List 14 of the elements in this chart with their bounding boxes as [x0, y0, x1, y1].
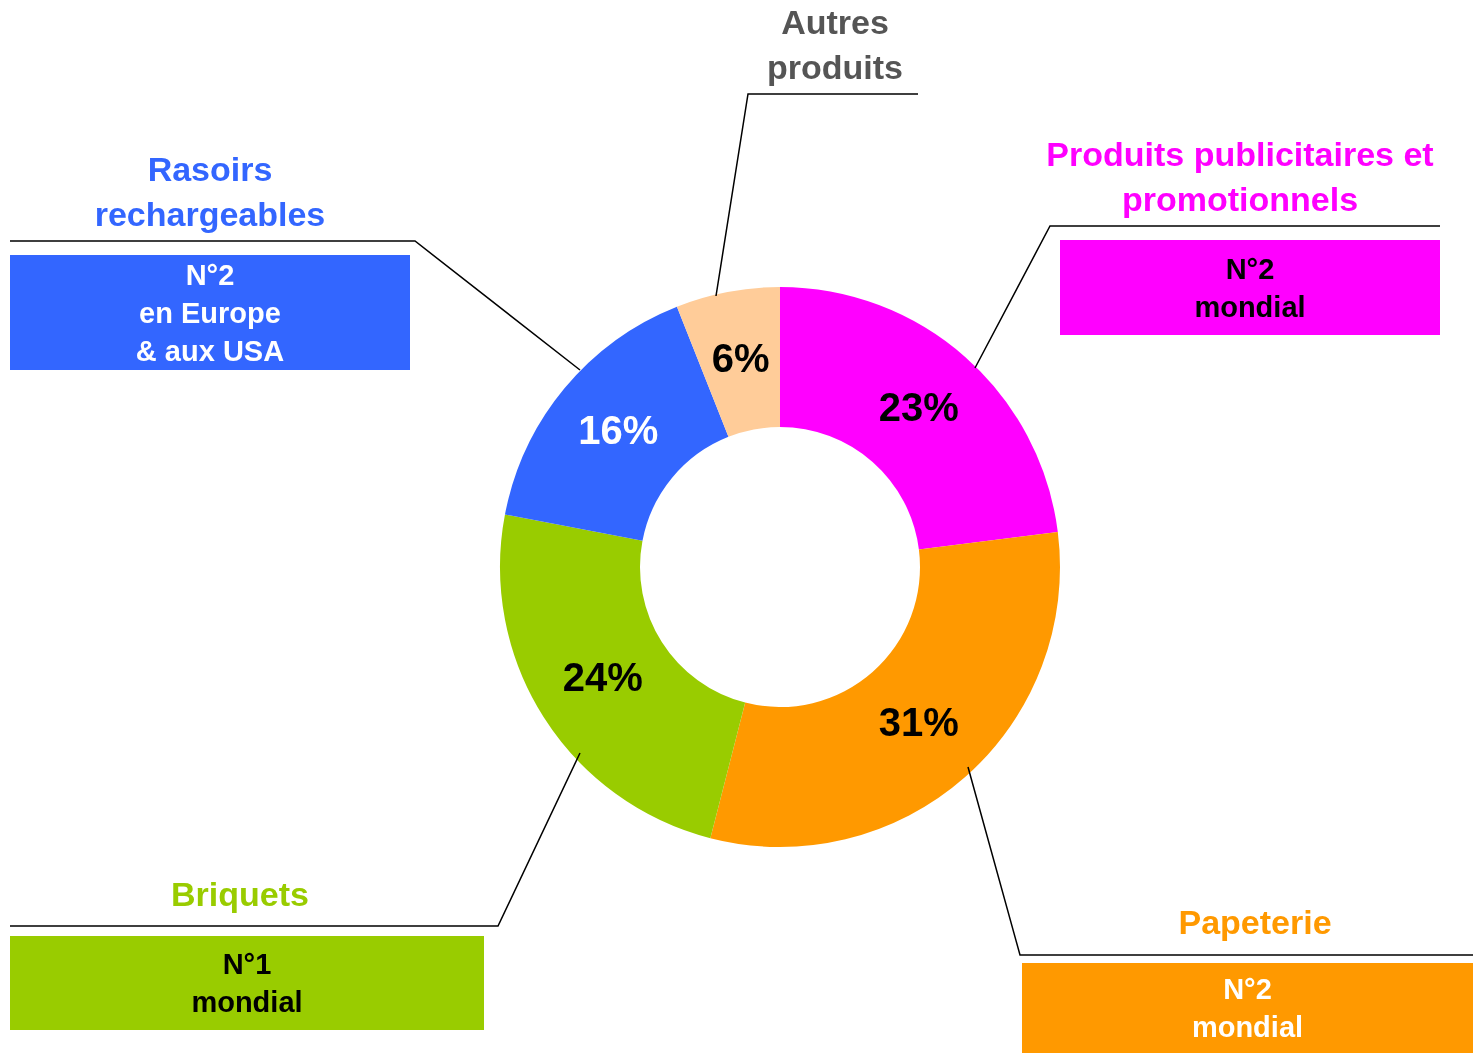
text: N°2 mondial	[1194, 252, 1306, 323]
slice-label: Autres produits	[766, 2, 904, 88]
slice-label: Rasoirs rechargeables	[93, 149, 327, 235]
text: N°2 en Europe & aux USA	[135, 258, 285, 367]
slice-label: Papeterie	[1177, 902, 1333, 943]
data-label: 6%	[711, 335, 770, 380]
text: N°2 mondial	[1191, 973, 1304, 1043]
slice-label: Briquets	[170, 874, 310, 915]
data-label: 16%	[578, 408, 659, 453]
text: N°1 mondial	[191, 948, 303, 1018]
data-label: 31%	[878, 699, 959, 744]
data-label: 24%	[562, 654, 643, 699]
slice-label: Produits publicitaires et promotionnels	[1045, 134, 1435, 220]
data-label: 23%	[878, 384, 959, 429]
